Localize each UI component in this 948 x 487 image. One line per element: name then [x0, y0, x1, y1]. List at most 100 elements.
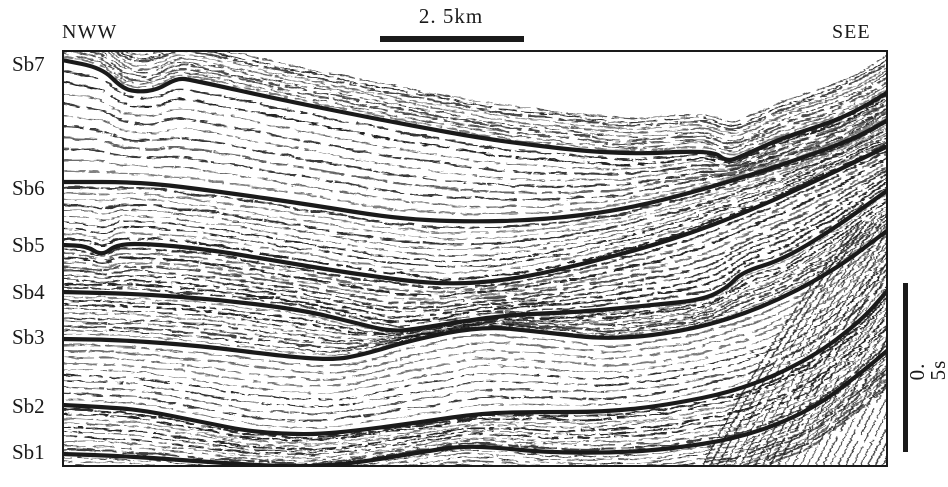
reflector-line-5: [97, 50, 888, 142]
horizontal-scale-label: 2. 5km: [418, 4, 484, 28]
reflector-line-68: [62, 338, 888, 462]
reflector-line-57: [62, 272, 888, 415]
reflector-line-73: [420, 365, 888, 467]
reflector-line-64: [62, 315, 888, 451]
reflector-line-72: [62, 360, 888, 467]
reflector-line-47: [62, 218, 888, 350]
horizon-line-sb4: [62, 187, 888, 333]
direction-right-label: SEE: [832, 21, 871, 43]
reflector-line-51: [62, 239, 888, 374]
horizon-label-sb4: Sb4: [12, 280, 45, 304]
seismic-section: [62, 50, 888, 467]
horizon-line-sb6: [62, 117, 888, 224]
horizon-line-sb2: [62, 287, 888, 437]
reflector-line-59: [62, 284, 888, 429]
horizon-label-sb2: Sb2: [12, 394, 45, 418]
dipping-reflector-11: [784, 270, 888, 467]
reflector-line-15: [62, 107, 888, 188]
reflector-line-12: [62, 93, 888, 170]
horizon-lines: [62, 57, 888, 467]
dipping-reflector-8: [761, 237, 888, 467]
dipping-reflector-20: [851, 393, 888, 467]
reflector-line-23: [62, 128, 888, 246]
dipping-reflector-10: [776, 258, 888, 467]
dipping-reflector-4: [731, 213, 883, 467]
dipping-reflector-12: [791, 282, 888, 467]
reflector-line-37: [62, 176, 888, 318]
horizon-label-sb7: Sb7: [12, 52, 45, 76]
reflector-line-60: [62, 295, 888, 439]
reflector-line-58: [62, 277, 888, 422]
horizon-label-sb1: Sb1: [12, 440, 45, 464]
reflector-line-32: [62, 157, 888, 297]
dipping-reflector-18: [836, 363, 888, 467]
reflector-line-39: [62, 186, 888, 328]
reflector-line-67: [62, 334, 888, 459]
reflector-line-3: [108, 50, 888, 134]
reflector-line-55: [62, 263, 888, 401]
reflector-line-52: [62, 245, 888, 381]
dipping-reflector-21: [858, 408, 888, 467]
reflector-line-46: [62, 215, 888, 345]
reflector-line-65: [62, 323, 888, 453]
reflector-line-11: [62, 81, 888, 167]
reflector-line-35: [62, 168, 888, 309]
dipping-reflector-14: [806, 307, 888, 467]
horizon-line-sb7: [62, 57, 888, 163]
reflector-line-16: [62, 110, 888, 195]
reflector-line-8: [62, 51, 888, 152]
section-frame: [62, 50, 888, 467]
horizon-line-sb3: [62, 227, 888, 361]
dipping-reflector-17: [829, 349, 888, 467]
direction-left-label: NWW: [62, 21, 118, 43]
dipping-reflector-15: [814, 321, 888, 467]
reflector-line-33: [62, 161, 888, 300]
reflector-line-17: [62, 111, 888, 201]
reflector-line-50: [62, 234, 888, 367]
section-background: [62, 50, 888, 467]
reflector-line-9: [62, 55, 888, 156]
reflector-line-62: [62, 307, 888, 445]
reflector-line-31: [62, 152, 888, 294]
horizon-line-sb1: [62, 347, 888, 467]
vertical-scale-bar: [903, 283, 908, 452]
vertical-scale-label: 0. 5s: [905, 359, 948, 381]
reflector-line-1: [117, 50, 888, 127]
horizon-label-sb3: Sb3: [12, 325, 45, 349]
reflector-line-30: [62, 150, 888, 290]
reflector-line-53: [62, 251, 888, 387]
reflector-line-48: [62, 222, 888, 353]
dipping-reflector-22: [866, 423, 888, 467]
reflector-line-18: [62, 115, 888, 208]
seismic-reflectors: [62, 50, 888, 467]
dipping-reflector-13: [799, 294, 888, 467]
reflector-line-26: [62, 136, 888, 263]
dipping-reflector-7: [753, 228, 888, 467]
reflector-line-22: [62, 126, 888, 240]
reflector-line-28: [62, 139, 888, 275]
reflector-line-29: [62, 141, 888, 281]
reflector-line-24: [62, 131, 888, 251]
reflector-line-56: [62, 267, 888, 408]
reflector-line-25: [62, 133, 888, 257]
reflector-line-6: [75, 50, 888, 145]
reflector-line-61: [62, 300, 888, 442]
reflector-line-2: [112, 50, 888, 131]
reflector-line-21: [62, 123, 888, 234]
reflector-line-34: [62, 165, 888, 304]
dipping-reflector-0: [701, 229, 853, 467]
horizon-label-sb5: Sb5: [12, 233, 45, 257]
reflector-line-41: [62, 196, 888, 335]
horizon-line-sb5: [62, 143, 888, 286]
reflector-line-27: [62, 139, 888, 268]
reflector-line-20: [62, 120, 888, 229]
reflector-line-36: [62, 172, 888, 313]
reflector-line-4: [105, 50, 888, 138]
reflector-line-14: [62, 103, 888, 181]
reflector-line-13: [62, 101, 888, 176]
reflector-line-69: [62, 343, 888, 466]
horizon-label-sb6: Sb6: [12, 176, 45, 200]
reflector-line-76: [710, 376, 888, 467]
dipping-reflector-1: [708, 225, 861, 467]
